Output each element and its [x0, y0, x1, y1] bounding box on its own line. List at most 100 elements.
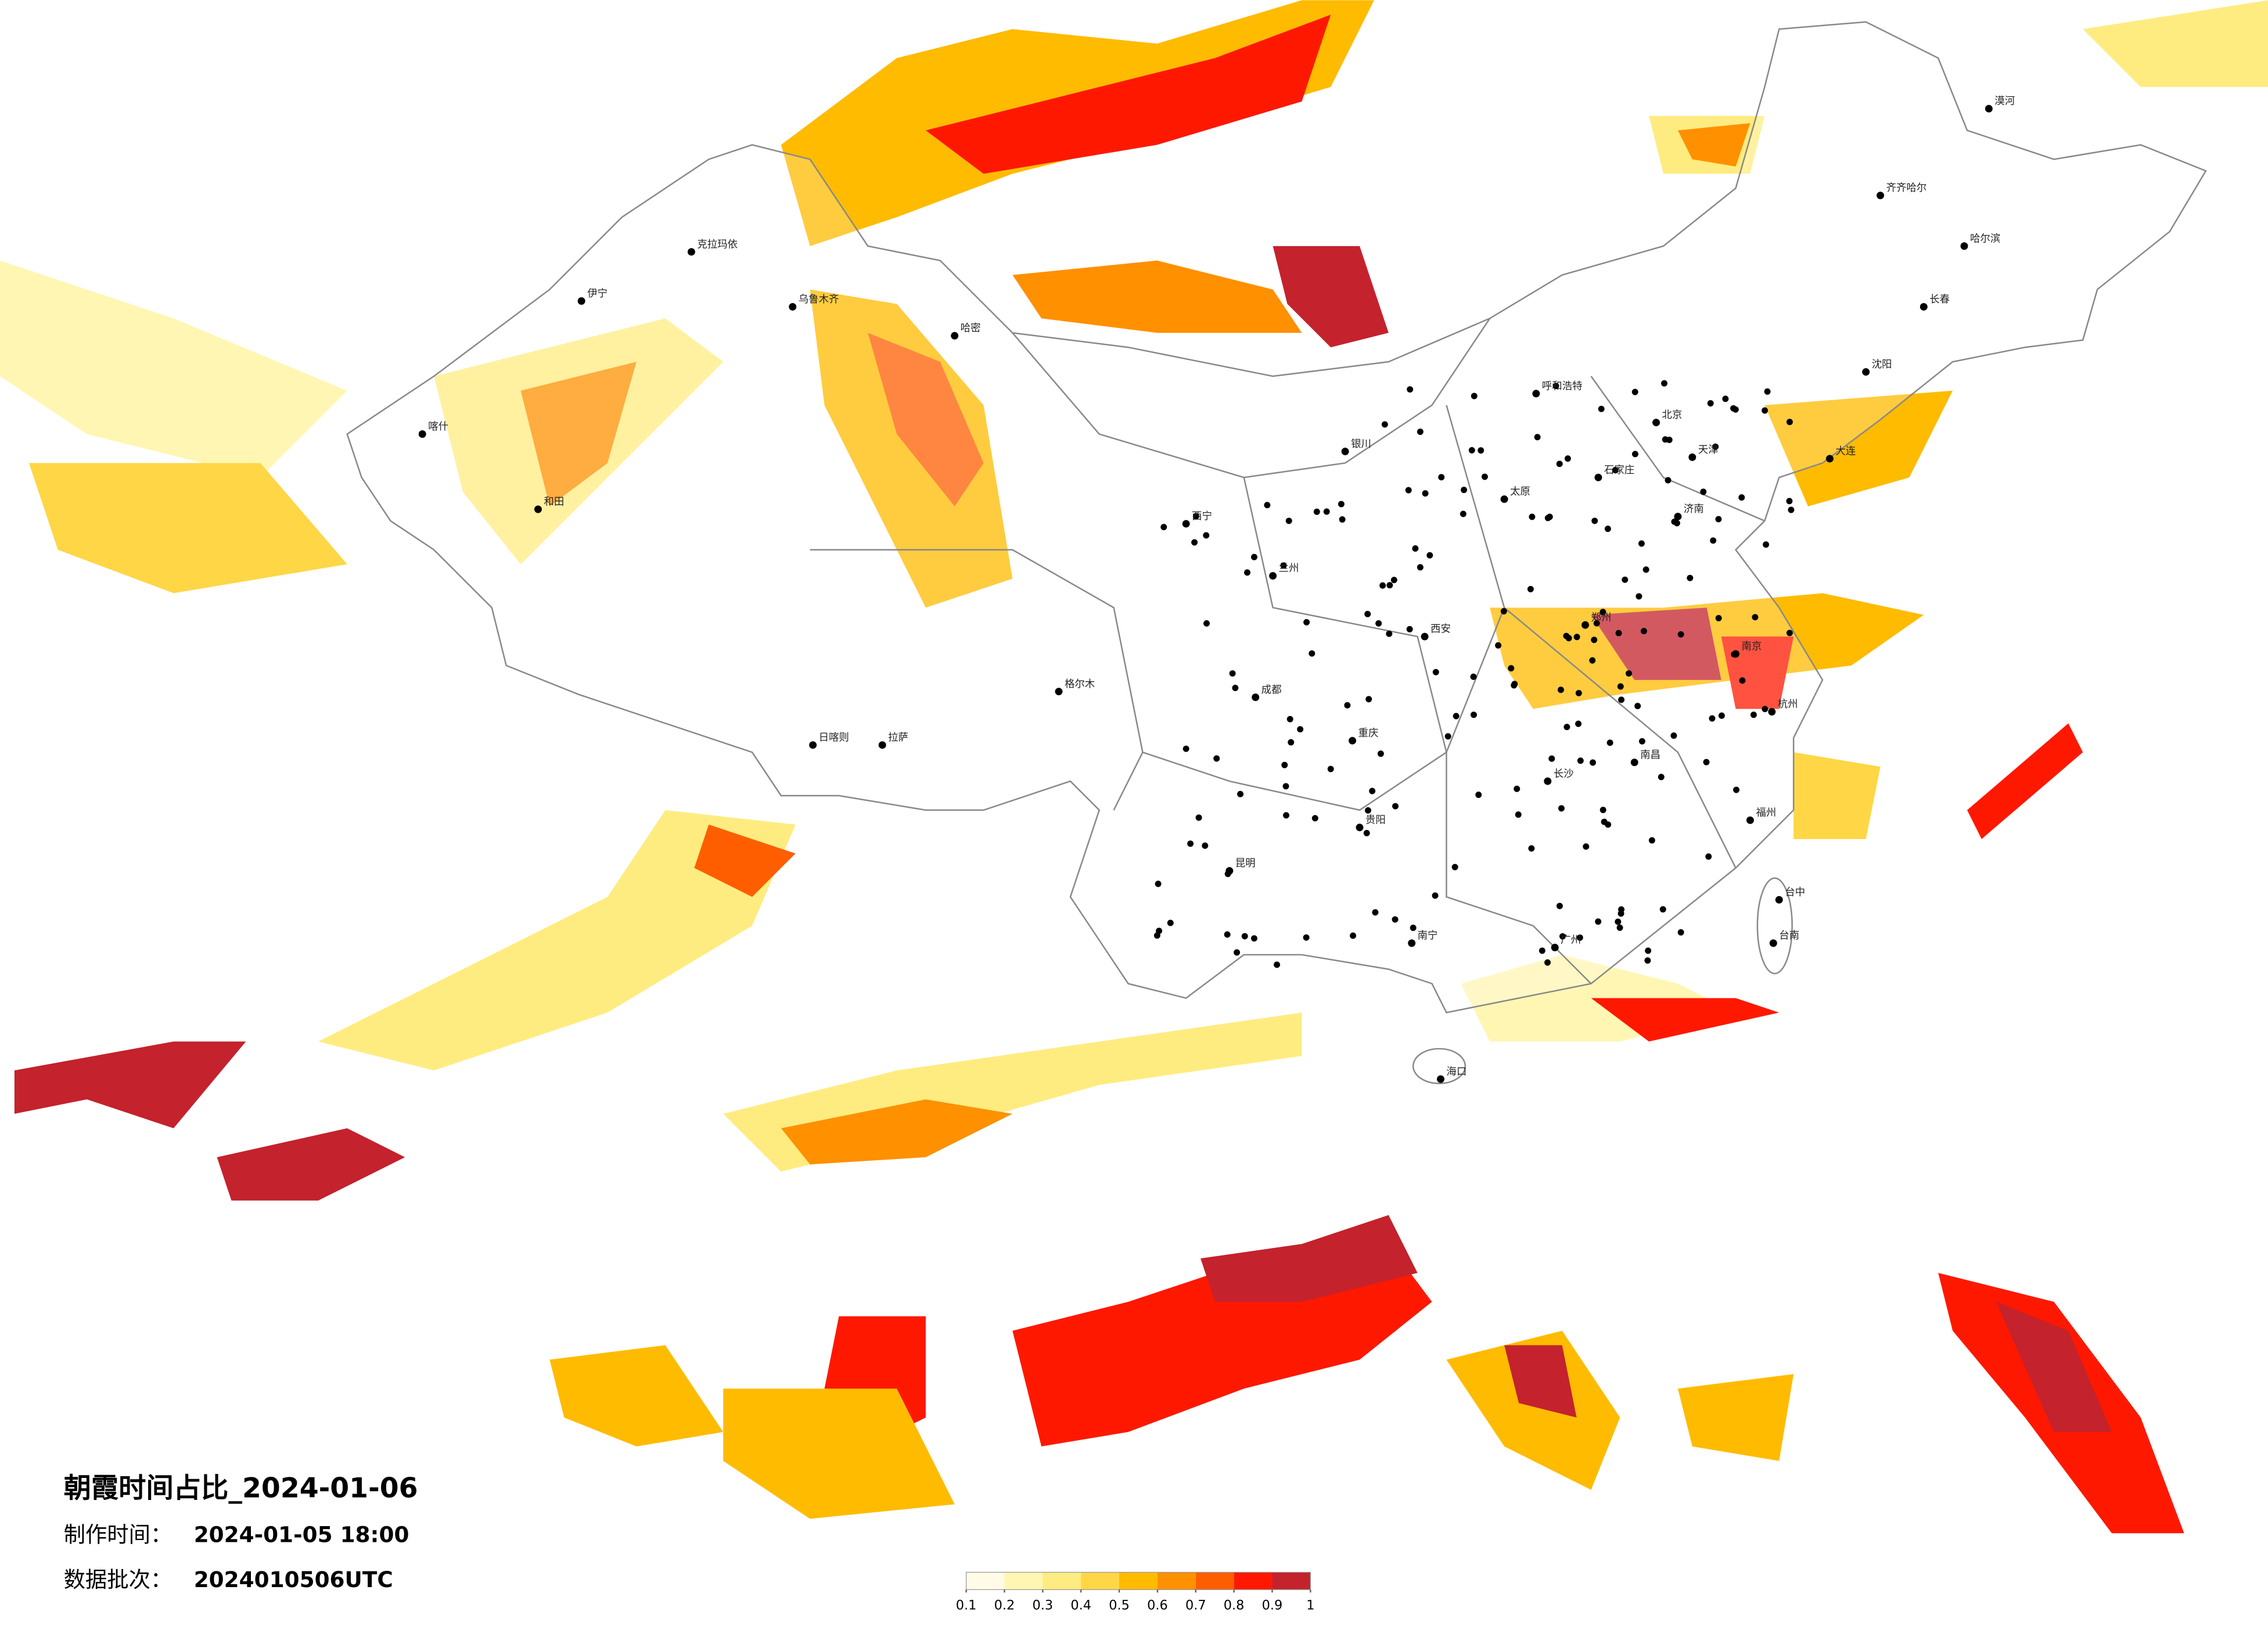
city-dot — [1652, 419, 1660, 427]
city-label: 格尔木 — [1065, 678, 1095, 690]
heat-area — [217, 1128, 405, 1201]
heat-area — [1591, 607, 1721, 680]
heat-area — [1996, 1301, 2112, 1432]
city-dot — [1213, 755, 1220, 762]
city-dot — [1225, 867, 1234, 875]
city-dot — [1606, 739, 1613, 746]
city-dot — [1733, 786, 1739, 793]
colorbar-label: 0.8 — [1224, 1598, 1245, 1613]
city-dot — [1604, 526, 1611, 533]
city-label: 大连 — [1835, 445, 1856, 457]
city-dots — [1153, 380, 1795, 968]
city-label: 北京 — [1662, 409, 1683, 421]
city-dot — [1534, 434, 1541, 441]
colorbar-label: 1 — [1306, 1598, 1314, 1613]
city-label: 太原 — [1510, 486, 1530, 498]
heat-area — [1504, 1345, 1577, 1418]
city-dot — [1282, 783, 1289, 790]
city-label: 天津 — [1698, 444, 1719, 456]
city-dot — [1344, 702, 1351, 708]
city-dot — [1591, 636, 1598, 643]
city-dot — [1985, 105, 1993, 113]
city-dot — [1303, 619, 1310, 625]
city-label: 银川 — [1351, 438, 1371, 450]
city-dot — [1285, 517, 1292, 524]
city-dot — [1715, 516, 1722, 523]
city-dot — [1364, 610, 1371, 617]
city-dot — [687, 248, 695, 256]
city-dot — [1715, 615, 1722, 622]
city-dot — [1557, 686, 1564, 693]
city-dot — [1417, 429, 1424, 436]
city-dot — [1203, 532, 1210, 539]
city-dot — [1167, 919, 1174, 926]
city-dot — [1763, 541, 1770, 548]
colorbar-label: 0.9 — [1262, 1598, 1283, 1613]
city-dot — [1386, 582, 1393, 589]
city-dot — [1303, 934, 1310, 941]
city-label: 南宁 — [1418, 930, 1438, 942]
city-dot — [1752, 614, 1759, 621]
city-label: 伊宁 — [587, 288, 608, 300]
city-dot — [1645, 947, 1652, 954]
city-dot — [1825, 455, 1834, 463]
city-dot — [1363, 830, 1370, 837]
city-dot — [1392, 916, 1399, 923]
city-dot — [1234, 949, 1241, 956]
city-dot — [1618, 696, 1625, 703]
city-dot — [1659, 906, 1666, 913]
province-line — [1012, 318, 1491, 479]
heat-area — [781, 1099, 1013, 1165]
city-dot — [1709, 715, 1716, 722]
city-dot — [1546, 513, 1553, 520]
city-dot — [1539, 947, 1545, 954]
city-dot — [1195, 814, 1202, 821]
city-label: 重庆 — [1358, 728, 1379, 739]
city-dot — [1250, 553, 1257, 560]
city-dot — [1471, 711, 1477, 718]
city-dot — [1595, 918, 1602, 925]
heat-area — [925, 15, 1331, 174]
city-label: 克拉玛依 — [697, 239, 738, 250]
batch-label: 数据批次： — [64, 1567, 172, 1592]
city-dot — [1670, 732, 1677, 739]
city-dot — [1187, 840, 1194, 847]
city-dot — [1408, 939, 1416, 947]
made-time: 2024-01-05 18:00 — [194, 1522, 409, 1548]
city-dot — [534, 505, 542, 513]
city-dot — [1762, 407, 1769, 414]
city-dot — [1468, 447, 1475, 454]
city-dot — [1349, 737, 1357, 744]
colorbar-cell — [1004, 1572, 1043, 1590]
city-dot — [1564, 455, 1571, 462]
city-dot — [1182, 745, 1189, 752]
city-dot — [1556, 902, 1563, 909]
city-dot — [418, 430, 426, 438]
heat-area — [1793, 752, 1881, 839]
city-dot — [1286, 715, 1293, 722]
city-dot — [1417, 564, 1424, 571]
city-dot — [1432, 892, 1439, 899]
city-dot — [1730, 405, 1737, 412]
city-dot — [1338, 501, 1345, 508]
city-dot — [1500, 608, 1507, 615]
city-dot — [1232, 685, 1239, 692]
city-dot — [1156, 927, 1163, 934]
city-dot — [1386, 630, 1393, 637]
city-dot — [1593, 620, 1600, 627]
city-dot — [1323, 508, 1330, 515]
city-dot — [1703, 758, 1710, 765]
city-dot — [1202, 842, 1209, 849]
city-dot — [1648, 837, 1655, 844]
city-dot — [577, 297, 585, 305]
colorbar-label: 0.2 — [994, 1598, 1015, 1613]
city-dot — [1283, 812, 1289, 819]
heat-area — [1273, 246, 1389, 348]
city-label: 昆明 — [1235, 858, 1256, 869]
city-dot — [1269, 572, 1277, 580]
city-dot — [1559, 933, 1566, 940]
city-dot — [1775, 895, 1783, 904]
city-label: 长春 — [1929, 294, 1950, 305]
heat-area — [1201, 1215, 1418, 1302]
